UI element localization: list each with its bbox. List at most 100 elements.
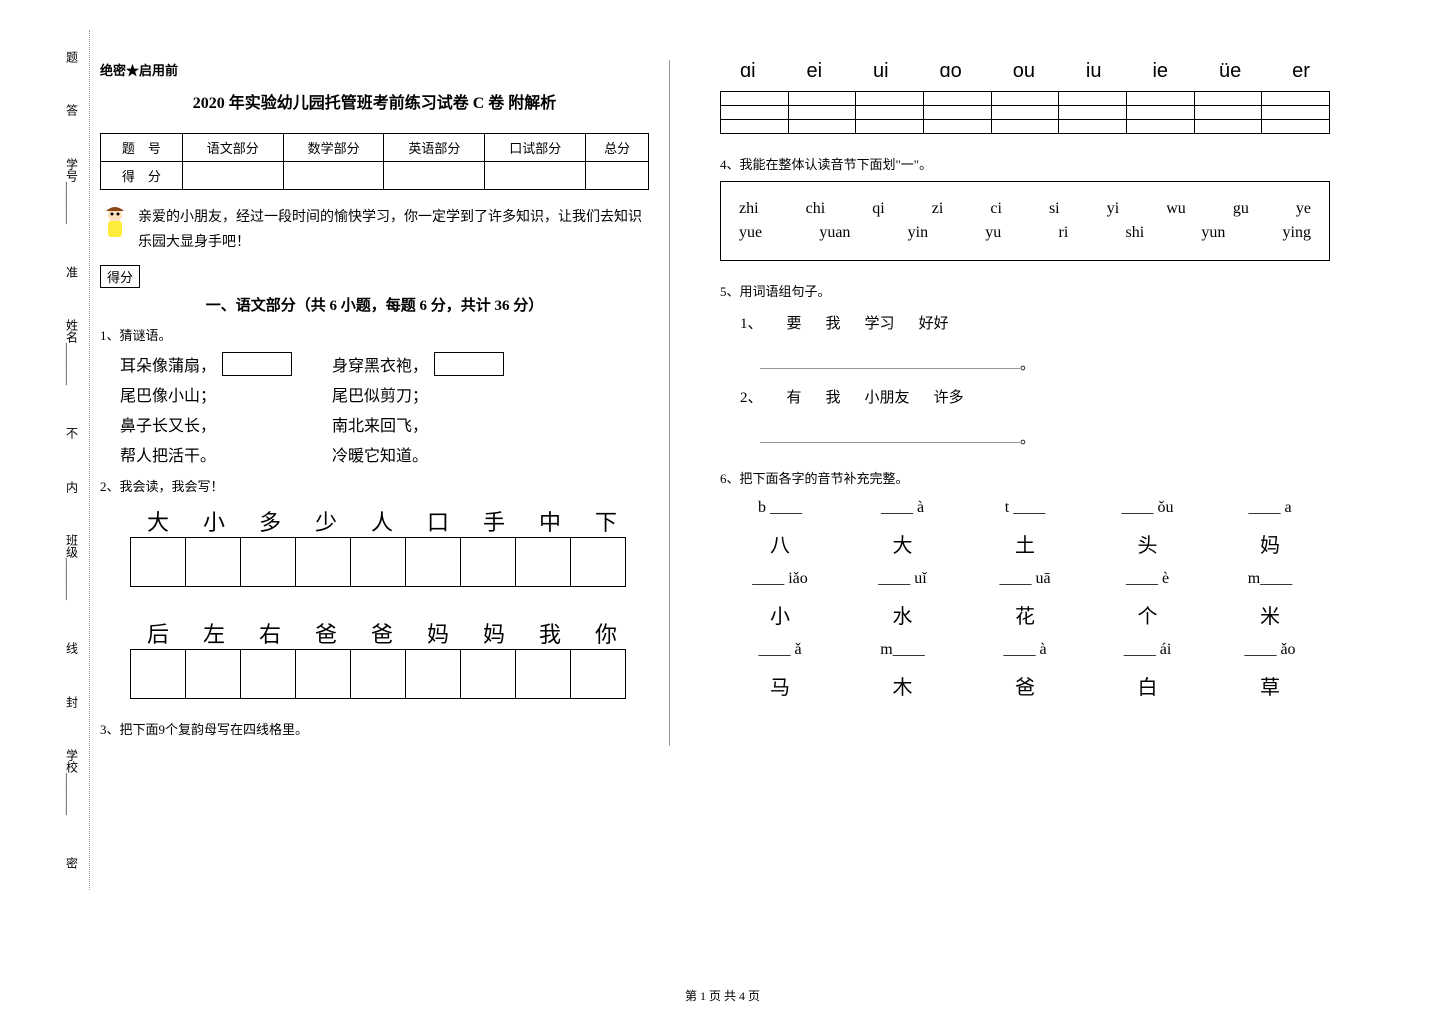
pinyin: ou [1013, 60, 1035, 83]
write-cell[interactable] [185, 537, 241, 587]
sidebar-label: 线 [64, 642, 81, 654]
char: 妈 [466, 617, 522, 649]
td [485, 162, 586, 190]
write-cell[interactable] [185, 649, 241, 699]
q2-label: 2、我会读，我会写！ [100, 476, 649, 495]
riddle-text: 南北来回飞， [332, 412, 428, 436]
write-cell[interactable] [350, 649, 406, 699]
word: 小朋友 [865, 386, 910, 407]
fill-char: 大 [853, 529, 953, 558]
fill-pinyin: ____ à [853, 499, 953, 517]
pinyin: ui [873, 60, 889, 83]
four-line-grid[interactable] [720, 91, 1330, 134]
write-cell[interactable] [570, 537, 626, 587]
fill-char: 木 [853, 671, 953, 700]
sidebar-label: 学校_______ [64, 749, 81, 815]
q4-label: 4、我能在整体认读音节下面划"一"。 [720, 154, 1330, 173]
syll: chi [806, 200, 826, 218]
pinyin-header: ɑi ei ui ɑo ou iu ie üe er [720, 60, 1330, 83]
write-cell[interactable] [405, 537, 461, 587]
write-cell[interactable] [295, 649, 351, 699]
syllable-box: zhi chi qi zi ci si yi wu gu ye yue yuan… [720, 181, 1330, 261]
syll: yu [985, 224, 1001, 242]
pinyin: er [1292, 60, 1310, 83]
char: 左 [186, 617, 242, 649]
answer-line[interactable] [760, 423, 1020, 443]
sidebar-label: 内 [64, 481, 81, 493]
td [283, 162, 384, 190]
write-cell[interactable] [295, 537, 351, 587]
fill-pinyin-row: ____ ǎ m____ ____ à ____ ái ____ ǎo [720, 641, 1330, 659]
syll: gu [1233, 200, 1249, 218]
th: 总分 [586, 134, 649, 162]
fill-pinyin: t ____ [975, 499, 1075, 517]
word: 我 [826, 386, 841, 407]
write-cell[interactable] [405, 649, 461, 699]
syll: ri [1058, 224, 1068, 242]
syll: si [1049, 200, 1060, 218]
write-cell[interactable] [460, 649, 516, 699]
riddle-text: 冷暖它知道。 [332, 442, 428, 466]
section-title: 一、语文部分（共 6 小题，每题 6 分，共计 36 分） [100, 294, 649, 315]
q3-label: 3、把下面9个复韵母写在四线格里。 [100, 719, 649, 738]
char: 中 [522, 505, 578, 537]
syll: yue [739, 224, 762, 242]
syll: ye [1296, 200, 1311, 218]
fill-char-row: 马 木 爸 白 草 [720, 671, 1330, 700]
char: 我 [522, 617, 578, 649]
fill-pinyin-row: ____ iǎo ____ uǐ ____ uā ____ è m____ [720, 570, 1330, 588]
write-row-2 [130, 649, 649, 699]
q1-label: 1、猜谜语。 [100, 325, 649, 344]
syll: ci [990, 200, 1002, 218]
confidential-label: 绝密★启用前 [100, 60, 649, 79]
write-cell[interactable] [240, 649, 296, 699]
word: 要 [787, 312, 802, 333]
write-cell[interactable] [515, 649, 571, 699]
fill-pinyin: ____ a [1220, 499, 1320, 517]
write-cell[interactable] [570, 649, 626, 699]
char: 下 [578, 505, 634, 537]
write-cell[interactable] [240, 537, 296, 587]
fill-char: 花 [975, 600, 1075, 629]
pinyin: ɑi [740, 60, 756, 83]
fill-pinyin: ____ à [975, 641, 1075, 659]
sidebar-label: 密 [64, 857, 81, 869]
write-cell[interactable] [130, 649, 186, 699]
fill-char: 爸 [975, 671, 1075, 700]
th: 语文部分 [182, 134, 283, 162]
write-cell[interactable] [460, 537, 516, 587]
answer-box[interactable] [222, 352, 292, 376]
fill-pinyin: ____ ǎ [730, 641, 830, 659]
page-footer: 第 1 页 共 4 页 [0, 987, 1445, 1004]
answer-line[interactable] [760, 349, 1020, 369]
answer-box[interactable] [434, 352, 504, 376]
fill-char: 米 [1220, 600, 1320, 629]
write-cell[interactable] [515, 537, 571, 587]
char: 少 [298, 505, 354, 537]
write-cell[interactable] [350, 537, 406, 587]
sidebar-label: 姓名_______ [64, 319, 81, 385]
score-box-label: 得分 [100, 265, 140, 288]
q5-sub2: 2、 有 我 小朋友 许多 。 [740, 386, 1330, 448]
pinyin: ɑo [940, 60, 962, 83]
fill-pinyin: ____ ǎo [1220, 641, 1320, 659]
pinyin: ie [1152, 60, 1168, 83]
fill-char-row: 八 大 土 头 妈 [720, 529, 1330, 558]
syll: yi [1107, 200, 1119, 218]
left-column: 绝密★启用前 2020 年实验幼儿园托管班考前练习试卷 C 卷 附解析 题 号 … [100, 60, 670, 746]
td [182, 162, 283, 190]
char: 口 [410, 505, 466, 537]
char-row-2: 后 左 右 爸 爸 妈 妈 我 你 [130, 617, 649, 649]
write-cell[interactable] [130, 537, 186, 587]
syll: zhi [739, 200, 759, 218]
syll: qi [872, 200, 884, 218]
fill-pinyin: m____ [853, 641, 953, 659]
char: 小 [186, 505, 242, 537]
pinyin: ei [807, 60, 823, 83]
sidebar-label: 学号_______ [64, 158, 81, 224]
period: 。 [1020, 431, 1035, 447]
fill-pinyin: b ____ [730, 499, 830, 517]
word: 我 [826, 312, 841, 333]
td: 得 分 [101, 162, 183, 190]
riddle-text: 鼻子长又长， [120, 412, 216, 436]
